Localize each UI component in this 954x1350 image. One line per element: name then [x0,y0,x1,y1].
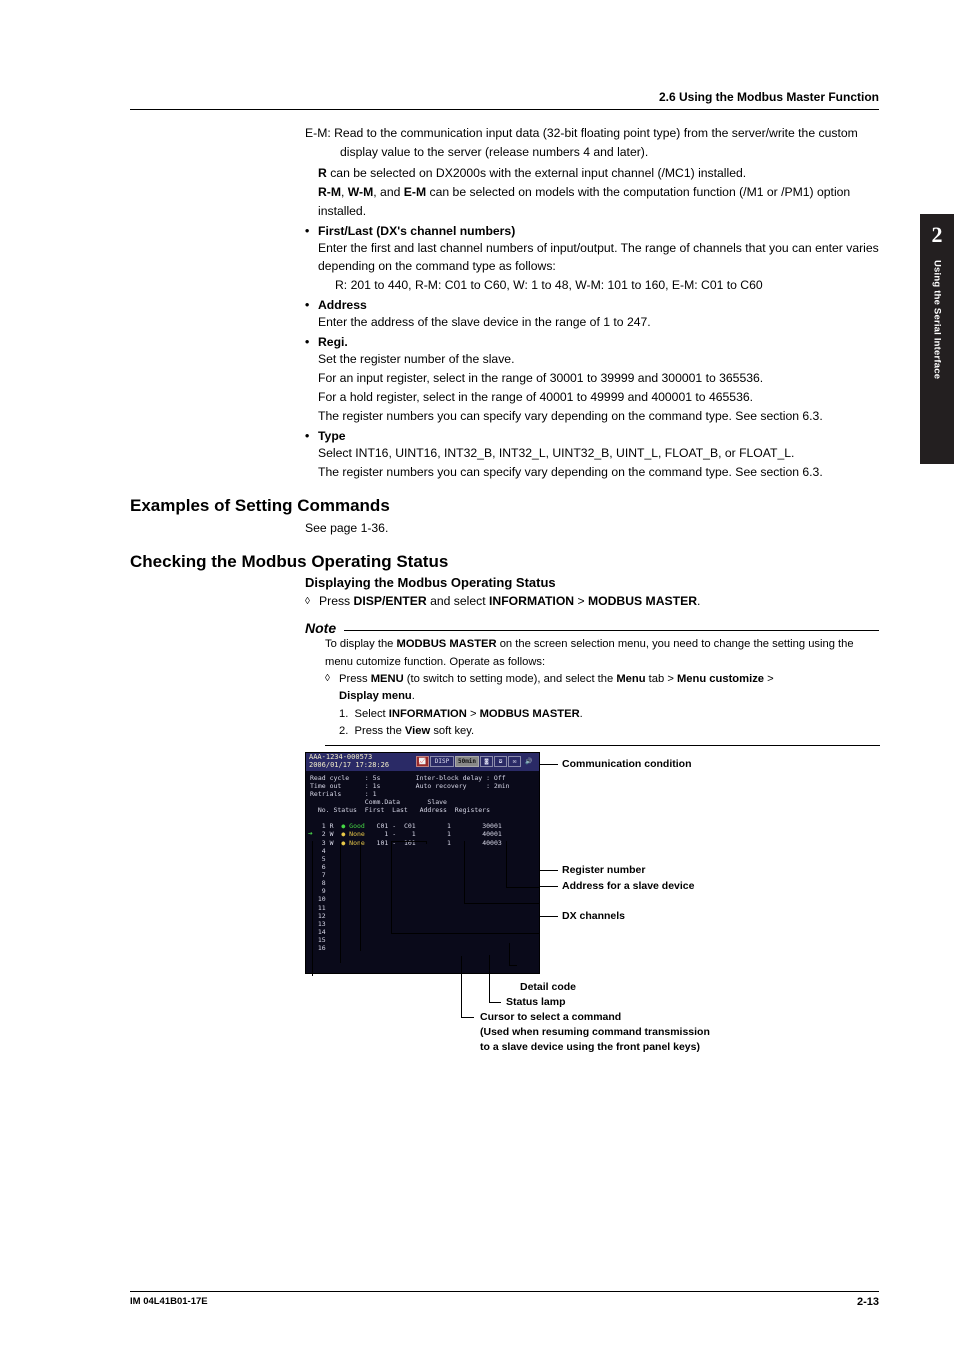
type-p1: Select INT16, UINT16, INT32_B, INT32_L, … [130,444,879,463]
below-figure-labels: Detail code Status lamp Cursor to select… [480,980,865,1056]
em-prefix: E-M: [305,126,331,140]
em: E-M [404,185,426,199]
mail-icon: ✉ [508,756,521,767]
figure: AAA-1234-000573 2006/01/17 17:28:26 📈 DI… [305,752,865,1056]
r-bold: R [318,166,327,180]
bullet-address: •Address [130,298,879,312]
chapter-number: 2 [920,222,954,248]
modbus-screen: AAA-1234-000573 2006/01/17 17:28:26 📈 DI… [305,752,540,974]
lbl-cursor3: to a slave device using the front panel … [480,1040,865,1055]
cam-icon: ◙ [480,756,493,767]
h-examples: Examples of Setting Commands [130,496,879,516]
time-badge: 50min [455,756,479,767]
diamond-icon: ◊ [305,594,319,610]
screen-icons: 📈 DISP 50min ◙ ⧇ ✉ 🔊 [416,756,536,767]
lbl-cursor1: Cursor to select a command [480,1011,621,1023]
page-header: 2.6 Using the Modbus Master Function [130,88,879,110]
wm: W-M [348,185,373,199]
regi-p2: For an input register, select in the ran… [130,369,879,388]
rm-wm-em-line: R-M, W-M, and E-M can be selected on mod… [130,183,879,221]
lbl-status: Status lamp [506,996,566,1008]
cursor-arrow-icon: ➔ [308,829,313,839]
diamond-icon: ◊ [325,671,339,687]
first-last-p2: R: 201 to 440, R-M: C01 to C60, W: 1 to … [130,276,879,295]
footer-right: 2-13 [857,1296,879,1308]
address-p1: Enter the address of the slave device in… [130,313,879,332]
page-footer: IM 04L41B01-17E 2-13 [130,1291,879,1308]
chapter-text: Using the Serial Interface [932,260,943,379]
rm: R-M [318,185,341,199]
regi-p3: For a hold register, select in the range… [130,388,879,407]
bullet-regi: •Regi. [130,335,879,349]
r-post: can be selected on DX2000s with the exte… [327,166,746,180]
note-rule [344,630,879,631]
header-section-title: 2.6 Using the Modbus Master Function [659,90,879,104]
note-heading: Note [130,620,879,636]
screen-title-l2: 2006/01/17 17:28:26 [309,762,389,770]
h-display: Displaying the Modbus Operating Status [130,575,879,590]
examples-p: See page 1-36. [130,519,879,538]
r-note-line: R can be selected on DX2000s with the ex… [130,164,879,183]
lbl-dx: DX channels [562,910,625,922]
first-last-p1: Enter the first and last channel numbers… [130,239,879,277]
screen-titlebar: AAA-1234-000573 2006/01/17 17:28:26 📈 DI… [306,753,539,771]
note-under-rule [325,745,880,746]
sound-icon: 🔊 [522,756,536,767]
lbl-cursor2: (Used when resuming command transmission [480,1025,865,1040]
regi-p4: The register numbers you can specify var… [130,407,879,426]
em-text: Read to the communication input data (32… [331,126,858,159]
h-checking: Checking the Modbus Operating Status [130,552,879,572]
bullet-type: •Type [130,429,879,443]
regi-p1: Set the register number of the slave. [130,350,879,369]
note-p1: To display the MODBUS MASTER on the scre… [130,636,879,671]
record-icon: 📈 [416,756,429,767]
em-paragraph: E-M: Read to the communication input dat… [130,124,879,162]
lbl-detail: Detail code [520,981,576,993]
lbl-addr: Address for a slave device [562,880,695,892]
press-disp-line: ◊Press DISP/ENTER and select INFORMATION… [130,592,879,611]
lbl-reg: Register number [562,864,645,876]
key-icon: ⧇ [494,756,507,767]
type-p2: The register numbers you can specify var… [130,463,879,482]
disp-icon: DISP [430,756,454,767]
lbl-comm: Communication condition [562,758,692,770]
chapter-tab: 2 Using the Serial Interface [920,214,954,464]
figure-labels: Communication condition Register number … [540,752,865,934]
note-label: Note [305,620,344,636]
footer-left: IM 04L41B01-17E [130,1296,208,1308]
bullet-first-last: •First/Last (DX's channel numbers) [130,224,879,238]
note-diamond-line: ◊Press MENU (to switch to setting mode),… [130,671,879,740]
screen-body: ➔Read cycle : 5s Inter-block delay : Off… [306,771,539,973]
